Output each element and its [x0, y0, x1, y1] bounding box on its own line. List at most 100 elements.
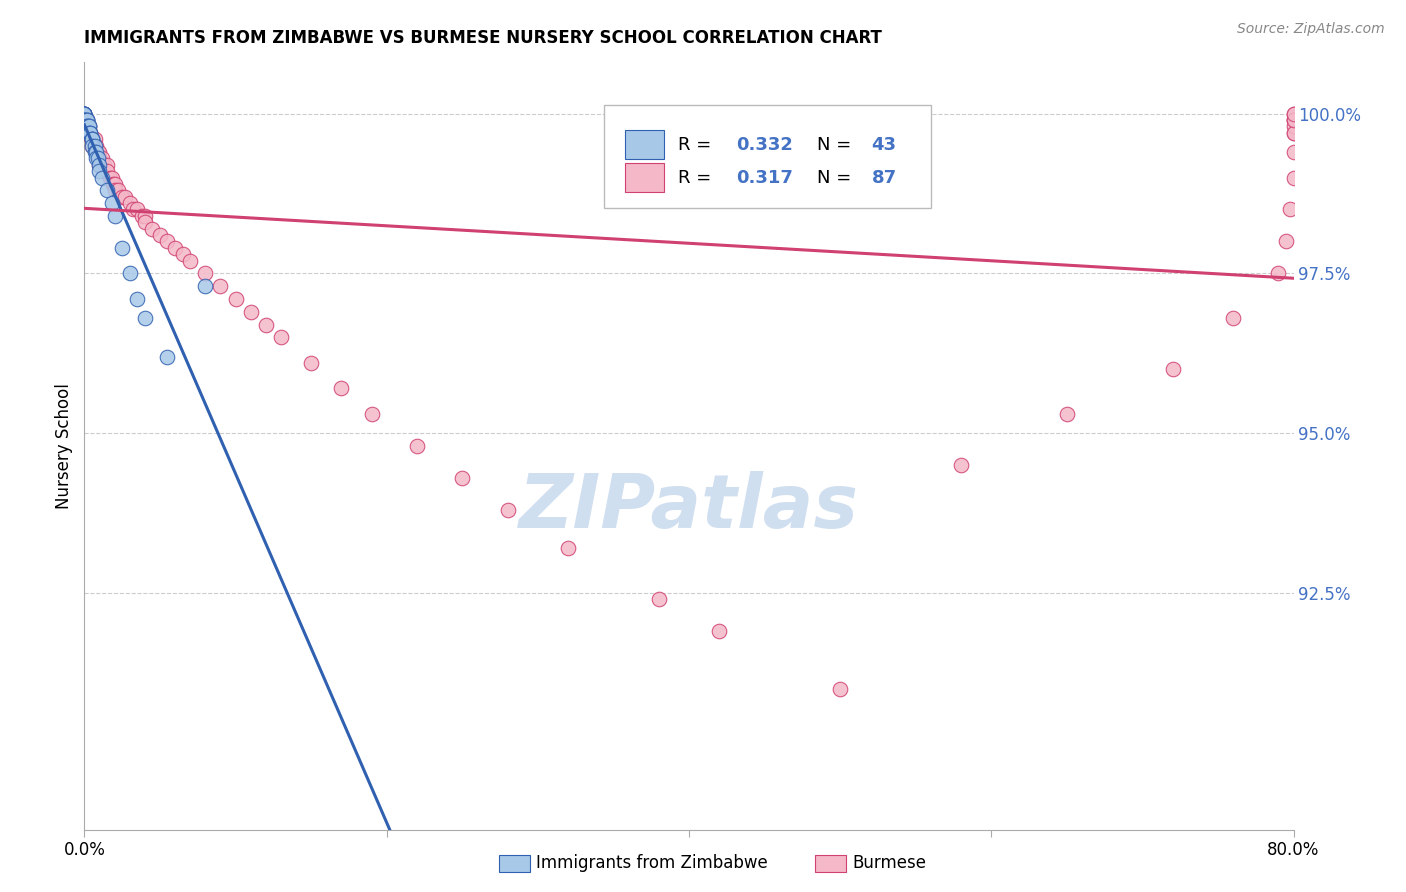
Point — [1282, 120, 1305, 134]
Text: 43: 43 — [872, 136, 897, 154]
Point — [1282, 126, 1305, 140]
Point — [101, 177, 124, 191]
Point — [87, 145, 110, 159]
Point — [270, 330, 292, 344]
Point — [73, 106, 96, 120]
Point — [84, 132, 107, 146]
Point — [1222, 311, 1244, 326]
Point — [73, 106, 96, 120]
FancyBboxPatch shape — [624, 163, 664, 192]
Text: ZIPatlas: ZIPatlas — [519, 471, 859, 544]
Point — [79, 126, 101, 140]
Point — [100, 196, 122, 211]
Point — [73, 126, 96, 140]
Point — [950, 458, 973, 473]
Point — [73, 113, 96, 128]
Point — [194, 267, 217, 281]
Text: R =: R = — [678, 136, 717, 154]
Point — [114, 190, 136, 204]
Point — [73, 113, 96, 128]
Point — [1161, 362, 1184, 376]
Point — [80, 138, 103, 153]
Point — [79, 126, 101, 140]
Point — [77, 126, 100, 140]
Point — [360, 407, 382, 421]
Point — [84, 145, 107, 159]
Point — [89, 145, 111, 159]
Point — [141, 221, 163, 235]
Y-axis label: Nursery School: Nursery School — [55, 383, 73, 509]
Point — [89, 164, 111, 178]
Point — [165, 241, 187, 255]
Point — [77, 126, 100, 140]
Point — [79, 126, 101, 140]
Point — [79, 126, 101, 140]
Point — [96, 183, 118, 197]
Point — [73, 113, 96, 128]
Point — [299, 356, 322, 370]
FancyBboxPatch shape — [605, 104, 931, 208]
Text: 87: 87 — [872, 169, 897, 186]
Point — [134, 209, 156, 223]
Point — [1282, 145, 1305, 159]
Point — [96, 164, 118, 178]
Point — [149, 228, 172, 243]
Point — [86, 138, 108, 153]
Point — [1267, 267, 1289, 281]
Point — [134, 215, 156, 229]
Point — [194, 279, 217, 293]
Point — [89, 151, 111, 165]
Point — [73, 106, 96, 120]
Point — [557, 541, 579, 556]
Point — [73, 120, 96, 134]
Point — [451, 471, 474, 485]
Point — [76, 113, 98, 128]
Point — [80, 138, 103, 153]
Point — [1282, 126, 1305, 140]
Point — [648, 592, 671, 607]
Point — [104, 209, 127, 223]
Point — [87, 151, 110, 165]
Point — [76, 120, 98, 134]
Point — [111, 241, 134, 255]
Text: N =: N = — [817, 136, 858, 154]
Point — [118, 267, 141, 281]
Point — [80, 132, 103, 146]
Point — [73, 106, 96, 120]
Point — [73, 106, 96, 120]
Text: 0.317: 0.317 — [737, 169, 793, 186]
Point — [179, 253, 201, 268]
Point — [76, 120, 98, 134]
Point — [73, 113, 96, 128]
Point — [77, 120, 100, 134]
Point — [225, 292, 247, 306]
Point — [239, 305, 262, 319]
Point — [127, 202, 149, 217]
Point — [709, 624, 731, 639]
Point — [156, 235, 179, 249]
Point — [73, 113, 96, 128]
Text: IMMIGRANTS FROM ZIMBABWE VS BURMESE NURSERY SCHOOL CORRELATION CHART: IMMIGRANTS FROM ZIMBABWE VS BURMESE NURS… — [84, 29, 882, 47]
Text: 0.332: 0.332 — [737, 136, 793, 154]
Point — [111, 190, 134, 204]
Point — [1275, 235, 1298, 249]
Point — [77, 120, 100, 134]
Point — [100, 170, 122, 185]
Point — [1282, 106, 1305, 120]
Point — [73, 106, 96, 120]
Point — [73, 106, 96, 120]
Point — [73, 106, 96, 120]
Point — [80, 132, 103, 146]
Point — [104, 177, 127, 191]
Point — [830, 681, 852, 696]
Point — [172, 247, 194, 261]
Text: N =: N = — [817, 169, 858, 186]
Point — [86, 151, 108, 165]
Point — [84, 138, 107, 153]
Point — [76, 113, 98, 128]
Point — [73, 113, 96, 128]
Text: Immigrants from Zimbabwe: Immigrants from Zimbabwe — [536, 855, 768, 872]
Point — [107, 183, 129, 197]
Point — [76, 113, 98, 128]
Point — [1282, 113, 1305, 128]
